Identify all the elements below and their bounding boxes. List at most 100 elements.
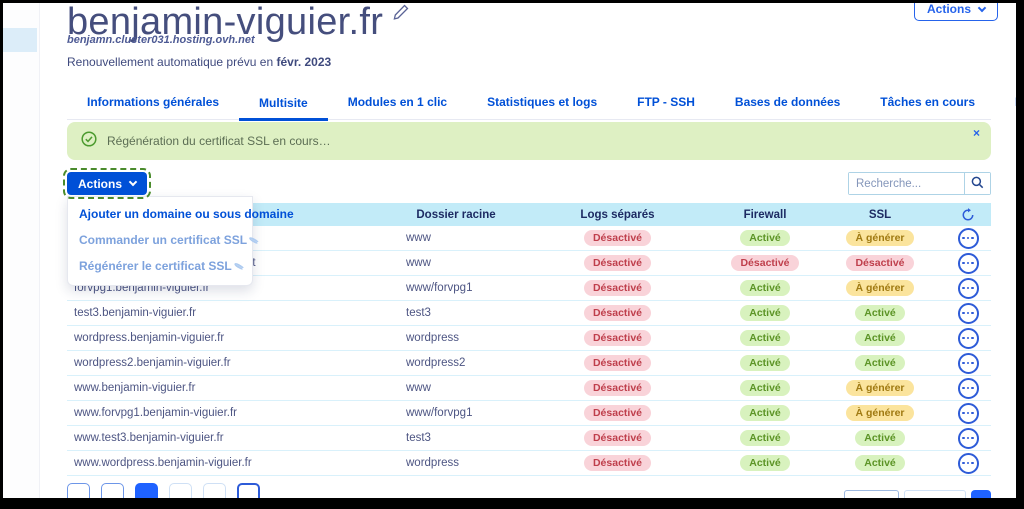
multisite-table: Dossier racine Logs séparés Firewall SSL…: [67, 203, 991, 476]
firewall-badge: Activé: [740, 405, 790, 421]
cell-root: test3: [406, 307, 431, 319]
cell-domain: www.wordpress.benjamin-viguier.fr: [74, 457, 252, 469]
firewall-badge: Désactivé: [731, 255, 799, 271]
tab-modules-en-1-clic[interactable]: Modules en 1 clic: [347, 95, 448, 109]
header-actions-button[interactable]: Actions: [913, 3, 998, 21]
pagination: [67, 483, 260, 498]
table-actions-button[interactable]: Actions: [62, 168, 152, 199]
renewal-date: févr. 2023: [276, 55, 332, 69]
ssl-badge: À générer: [846, 380, 914, 396]
pagination-prev-button[interactable]: [101, 483, 124, 498]
menu-item-regenerate-ssl[interactable]: Régénérer le certificat SSL: [68, 253, 252, 279]
cell-root: wordpress2: [406, 357, 466, 369]
hostname: benjamn.cluster031.hosting.ovh.net: [67, 34, 255, 46]
pagination-first-button[interactable]: [67, 483, 90, 498]
table-actions-label: Actions: [78, 176, 123, 191]
row-actions-button[interactable]: [957, 352, 979, 374]
col-root-header: Dossier racine: [416, 208, 496, 221]
search-input[interactable]: [849, 173, 964, 194]
cell-root: www/forvpg1: [406, 282, 473, 294]
cell-domain: www.forvpg1.benjamin-viguier.fr: [74, 407, 237, 419]
cell-root: www/forvpg1: [406, 407, 473, 419]
page-title: benjamin-viguier.fr: [67, 3, 409, 44]
pagination-page-button[interactable]: [169, 483, 192, 498]
ssl-badge: Activé: [855, 430, 905, 446]
logs-badge: Désactivé: [583, 230, 652, 246]
row-actions-button[interactable]: [957, 377, 979, 399]
tab-ftp-ssh[interactable]: FTP - SSH: [637, 95, 695, 109]
firewall-badge: Activé: [740, 455, 790, 471]
ssl-badge: Activé: [855, 455, 905, 471]
row-actions-button[interactable]: [957, 402, 979, 424]
table-row: wordpress2.benjamin-viguier.fr wordpress…: [67, 351, 991, 376]
close-icon[interactable]: ×: [972, 126, 980, 140]
pagination-page-button[interactable]: [203, 483, 226, 498]
cell-domain: www.test3.benjamin-viguier.fr: [74, 432, 224, 444]
col-firewall-header: Firewall: [743, 208, 787, 221]
spinner-icon: [233, 261, 245, 271]
sidebar-item-tile[interactable]: [3, 28, 37, 52]
row-actions-button[interactable]: [957, 427, 979, 449]
col-ssl-header: SSL: [868, 208, 892, 221]
renewal-info: Renouvellement automatique prévu en févr…: [67, 55, 331, 69]
refresh-icon[interactable]: [945, 207, 991, 222]
left-sidebar-sliver: [3, 3, 40, 498]
tab-taches-en-cours[interactable]: Tâches en cours: [880, 95, 976, 109]
cell-root: test3: [406, 432, 431, 444]
page-title-text: benjamin-viguier.fr: [67, 3, 384, 43]
row-actions-button[interactable]: [957, 227, 979, 249]
main-content: benjamin-viguier.fr benjamn.cluster031.h…: [41, 3, 1016, 498]
row-actions-button[interactable]: [957, 452, 979, 474]
row-actions-button[interactable]: [957, 327, 979, 349]
ssl-badge: Activé: [855, 355, 905, 371]
page-go-button[interactable]: [971, 490, 991, 498]
logs-badge: Désactivé: [583, 430, 652, 446]
table-row: wordpress.benjamin-viguier.fr wordpress …: [67, 326, 991, 351]
tab-plus[interactable]: Plus: [995, 89, 1016, 119]
pagination-right-controls: [844, 490, 991, 498]
row-actions-button[interactable]: [957, 302, 979, 324]
ssl-badge: Désactivé: [846, 255, 914, 271]
logs-badge: Désactivé: [583, 305, 652, 321]
row-actions-button[interactable]: [957, 252, 979, 274]
edit-icon[interactable]: [393, 3, 409, 30]
tab-informations-generales[interactable]: Informations générales: [87, 95, 220, 109]
tab-bases-de-donnees[interactable]: Bases de données: [734, 95, 841, 109]
cell-domain: wordpress2.benjamin-viguier.fr: [74, 357, 231, 369]
ssl-badge: À générer: [846, 280, 914, 296]
firewall-badge: Activé: [740, 280, 790, 296]
success-alert: Régénération du certificat SSL en cours……: [67, 122, 991, 160]
table-row: www.benjamin-viguier.fr www Désactivé Ac…: [67, 376, 991, 401]
firewall-badge: Activé: [740, 305, 790, 321]
check-circle-icon: [81, 130, 97, 152]
logs-badge: Désactivé: [583, 455, 652, 471]
logs-badge: Désactivé: [583, 405, 652, 421]
logs-badge: Désactivé: [583, 330, 652, 346]
search-button[interactable]: [964, 173, 990, 194]
menu-item-order-ssl[interactable]: Commander un certificat SSL: [68, 227, 260, 253]
cell-root: www: [406, 382, 431, 394]
cell-domain: wordpress.benjamin-viguier.fr: [74, 332, 225, 344]
row-actions-button[interactable]: [957, 277, 979, 299]
cell-root: wordpress: [406, 332, 460, 344]
header-actions-label: Actions: [926, 3, 971, 16]
tab-multisite[interactable]: Multisite: [239, 90, 328, 121]
pagination-next-button[interactable]: [237, 483, 260, 498]
menu-item-add-domain[interactable]: Ajouter un domaine ou sous domaine: [79, 207, 294, 221]
pagination-page-current[interactable]: [135, 483, 158, 498]
renewal-text: Renouvellement automatique prévu en: [67, 55, 274, 69]
cell-root: www: [406, 232, 431, 244]
page-jump-input[interactable]: [904, 490, 966, 498]
table-row: www.forvpg1.benjamin-viguier.fr www/forv…: [67, 401, 991, 426]
firewall-badge: Activé: [740, 230, 790, 246]
page-size-select[interactable]: [844, 490, 899, 498]
logs-badge: Désactivé: [583, 255, 652, 271]
tab-statistiques-et-logs[interactable]: Statistiques et logs: [487, 95, 598, 109]
ssl-badge: Activé: [855, 330, 905, 346]
logs-badge: Désactivé: [583, 380, 652, 396]
ssl-badge: À générer: [846, 230, 914, 246]
chevron-down-icon: [128, 177, 138, 187]
firewall-badge: Activé: [740, 430, 790, 446]
search-icon: [971, 176, 984, 192]
firewall-badge: Activé: [740, 330, 790, 346]
